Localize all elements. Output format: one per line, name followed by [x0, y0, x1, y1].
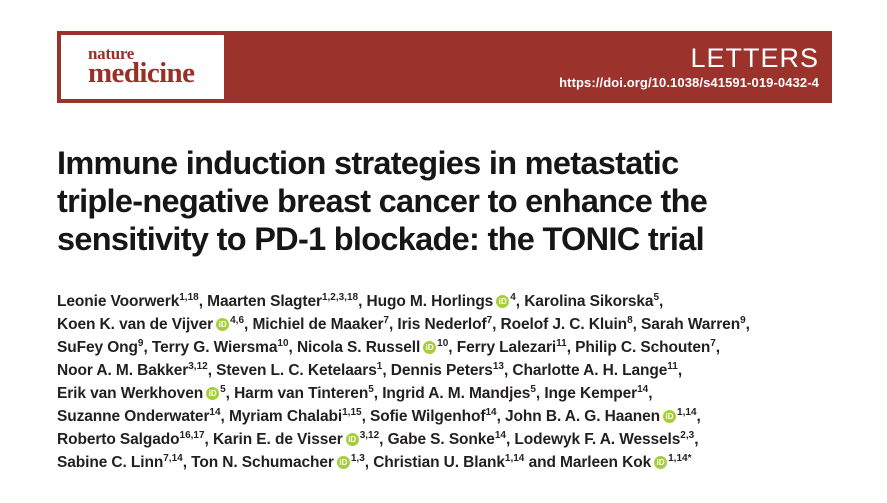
- author-superscript: 4: [510, 292, 516, 303]
- author-name: Ingrid A. M. Mandjes: [382, 385, 531, 402]
- orcid-icon[interactable]: iD: [345, 433, 359, 446]
- author-name: Gabe S. Sonke: [387, 431, 495, 448]
- author-name: Dennis Peters: [390, 362, 493, 379]
- author-superscript: 1,15: [342, 407, 362, 418]
- author-name: Koen K. van de Vijver: [57, 316, 214, 333]
- author-superscript: 5: [368, 384, 374, 395]
- author-superscript: 1,14: [504, 453, 525, 464]
- orcid-icon[interactable]: iD: [654, 456, 668, 469]
- author-superscript: 4,6: [230, 315, 245, 326]
- author-name: Ton N. Schumacher: [191, 454, 334, 471]
- author-name: Roberto Salgado: [57, 431, 180, 448]
- author-superscript: 13: [492, 361, 504, 372]
- author-superscript: 2,3: [680, 430, 695, 441]
- author-superscript: 3,12: [188, 361, 208, 372]
- author-name: Terry G. Wiersma: [151, 339, 278, 356]
- author-superscript: 1,2,3,18: [321, 292, 359, 303]
- author-superscript: 1,14: [677, 407, 697, 418]
- author-superscript: 9: [740, 315, 746, 326]
- author-superscript: 16,17: [179, 430, 205, 441]
- author-superscript: 9: [137, 338, 144, 349]
- author-superscript: 7,14: [163, 453, 183, 464]
- author-superscript: 10: [277, 338, 289, 349]
- author-name: Philip C. Schouten: [575, 339, 711, 356]
- author-name: John B. A. G. Haanen: [505, 408, 661, 425]
- author-list: Leonie Voorwerk1,18, Maarten Slagter1,2,…: [57, 290, 847, 474]
- author-superscript: 11: [556, 338, 567, 349]
- author-name: Hugo M. Horlings: [366, 293, 494, 310]
- author-name: Erik van Werkhoven: [57, 385, 204, 402]
- journal-header-bar: nature medicine LETTERS https://doi.org/…: [57, 31, 832, 103]
- author-superscript: 3,12: [359, 430, 380, 441]
- article-title: Immune induction strategies in metastati…: [57, 144, 837, 258]
- author-name: Inge Kemper: [544, 385, 638, 402]
- author-line: Noor A. M. Bakker3,12, Steven L. C. Kete…: [57, 361, 683, 380]
- author-superscript: 5: [653, 292, 660, 303]
- author-superscript: 7: [486, 315, 493, 326]
- orcid-icon[interactable]: iD: [216, 318, 230, 331]
- article-title-line-3: sensitivity to PD-1 blockade: the TONIC …: [57, 221, 705, 257]
- author-superscript: 5: [220, 384, 226, 395]
- article-title-line-1: Immune induction strategies in metastati…: [57, 145, 679, 181]
- author-name: Ferry Lalezari: [456, 339, 557, 356]
- author-name: Nicola S. Russell: [296, 339, 421, 356]
- author-superscript: 14: [209, 407, 221, 418]
- author-superscript: 1,3: [350, 453, 365, 464]
- author-name: Noor A. M. Bakker: [57, 362, 189, 379]
- author-superscript: 14: [485, 407, 497, 418]
- author-line: SuFey Ong9, Terry G. Wiersma10, Nicola S…: [57, 338, 721, 357]
- author-name: Karin E. de Visser: [212, 431, 343, 448]
- header-right-block: LETTERS https://doi.org/10.1038/s41591-0…: [228, 31, 832, 103]
- author-name: Myriam Chalabi: [228, 408, 343, 425]
- author-superscript: 7: [710, 338, 716, 349]
- author-name: Sofie Wilgenhof: [370, 408, 486, 425]
- author-name: Marleen Kok: [560, 454, 652, 471]
- author-name: Iris Nederlof: [397, 316, 487, 333]
- journal-logo: nature medicine: [57, 31, 228, 103]
- author-name: Leonie Voorwerk: [57, 293, 180, 310]
- orcid-icon[interactable]: iD: [496, 295, 510, 308]
- author-name: Christian U. Blank: [373, 454, 505, 471]
- author-superscript: 1,14*: [668, 453, 692, 464]
- author-superscript: 5: [530, 384, 536, 395]
- author-superscript: 11: [667, 361, 678, 372]
- author-name: Charlotte A. H. Lange: [512, 362, 668, 379]
- author-superscript: 14: [494, 430, 506, 441]
- author-name: Roelof J. C. Kluin: [500, 316, 628, 333]
- author-name: Karolina Sikorska: [524, 293, 654, 310]
- author-superscript: 14: [637, 384, 649, 395]
- author-name: Sabine C. Linn: [57, 454, 164, 471]
- doi-link[interactable]: https://doi.org/10.1038/s41591-019-0432-…: [559, 75, 819, 90]
- author-name: Michiel de Maaker: [252, 316, 384, 333]
- author-name: Steven L. C. Ketelaars: [216, 362, 377, 379]
- orcid-icon[interactable]: iD: [423, 341, 437, 354]
- journal-logo-nature: nature: [88, 43, 135, 63]
- author-superscript: 1,18: [179, 292, 199, 303]
- author-line: Suzanne Onderwater14, Myriam Chalabi1,15…: [57, 407, 701, 426]
- author-superscript: 1: [376, 361, 383, 372]
- author-name: SuFey Ong: [57, 339, 138, 356]
- author-line: Sabine C. Linn7,14, Ton N. Schumacher iD 1…: [57, 453, 692, 472]
- author-line: Leonie Voorwerk1,18, Maarten Slagter1,2,…: [57, 292, 664, 311]
- author-line: Erik van Werkhoven iD 5, Harm van Tinteren…: [57, 384, 653, 403]
- author-name: Harm van Tinteren: [234, 385, 369, 402]
- author-superscript: 10: [437, 338, 449, 349]
- author-line: Koen K. van de Vijver iD 4,6, Michiel de M…: [57, 315, 750, 334]
- article-title-line-2: triple-negative breast cancer to enhance…: [57, 183, 708, 219]
- author-name: Suzanne Onderwater: [57, 408, 210, 425]
- author-superscript: 7: [383, 315, 389, 326]
- author-superscript: 8: [627, 315, 633, 326]
- author-name: Sarah Warren: [641, 316, 741, 333]
- author-name: Lodewyk F. A. Wessels: [514, 431, 681, 448]
- journal-logo-medicine: medicine: [88, 56, 195, 89]
- orcid-icon[interactable]: iD: [663, 410, 677, 423]
- orcid-icon[interactable]: iD: [206, 387, 220, 400]
- author-line: Roberto Salgado16,17, Karin E. de Visser…: [57, 430, 699, 449]
- orcid-icon[interactable]: iD: [336, 456, 350, 469]
- author-name: Maarten Slagter: [207, 293, 322, 310]
- article-category-label: LETTERS: [690, 43, 819, 73]
